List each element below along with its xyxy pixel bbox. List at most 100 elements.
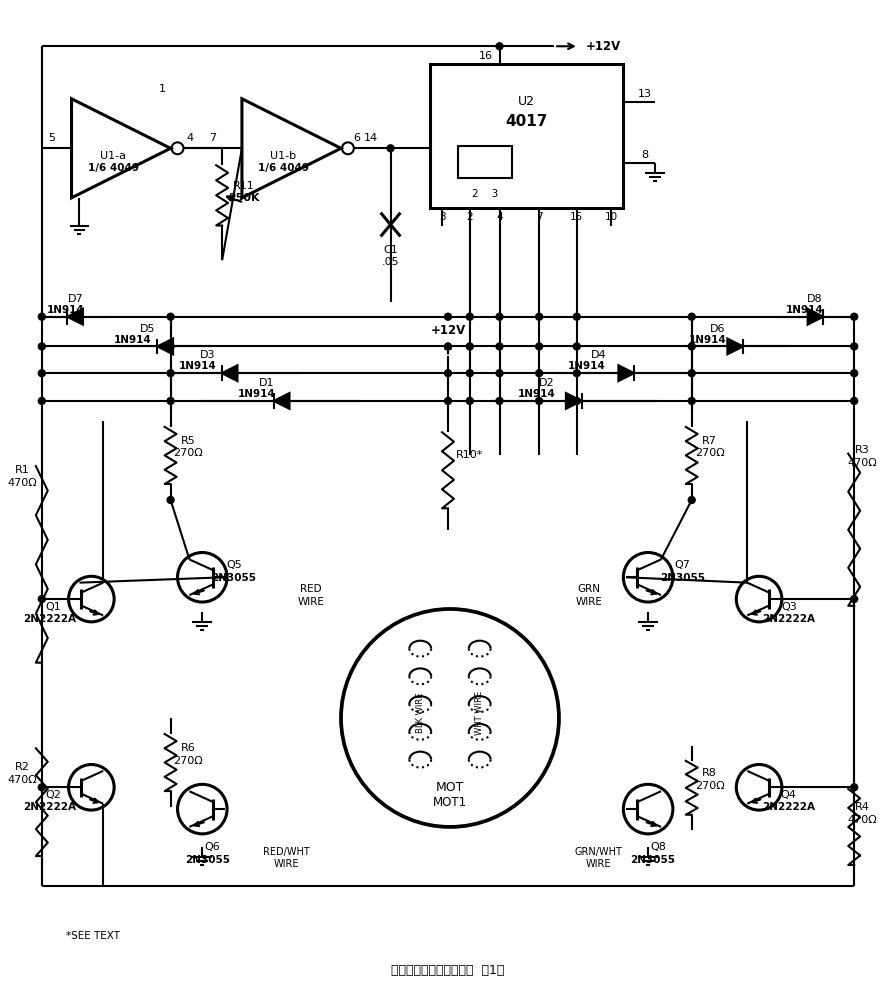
Text: 2N2222A: 2N2222A [762,614,815,624]
Text: 10: 10 [605,212,618,222]
Text: 470Ω: 470Ω [7,775,37,785]
Circle shape [168,370,174,377]
Text: R4: R4 [855,802,869,812]
Polygon shape [566,393,582,409]
Circle shape [168,313,174,320]
Text: 2    3: 2 3 [471,189,498,199]
Text: 470Ω: 470Ω [7,478,37,488]
Text: BLK WIRE: BLK WIRE [416,693,425,733]
Text: WIRE: WIRE [297,597,324,607]
Text: 5: 5 [48,133,56,143]
Circle shape [573,370,581,377]
Text: Q6: Q6 [204,842,220,852]
Text: D1: D1 [259,378,274,388]
Text: 270Ω: 270Ω [174,448,203,458]
Circle shape [688,343,695,350]
Text: WIRE: WIRE [274,859,299,869]
Bar [458,146,513,178]
Circle shape [850,784,857,791]
Text: D4: D4 [590,350,607,360]
Circle shape [444,313,452,320]
Text: Q4: Q4 [780,790,797,800]
Text: D6: D6 [710,324,725,334]
Text: U1-b: U1-b [271,151,297,161]
Text: R5: R5 [181,436,196,446]
Text: RED: RED [300,584,322,594]
Text: D7: D7 [68,294,83,304]
Circle shape [444,370,452,377]
Text: D5: D5 [140,324,156,334]
Text: 4017: 4017 [505,114,547,129]
Text: 6: 6 [353,133,360,143]
Text: RED/WHT: RED/WHT [263,847,310,857]
Text: 250K: 250K [228,193,260,203]
Circle shape [168,343,174,350]
Polygon shape [157,339,173,354]
Text: 14: 14 [364,133,378,143]
Circle shape [573,313,581,320]
Text: 1N914: 1N914 [689,335,727,345]
Text: 1/6 4049: 1/6 4049 [88,163,139,173]
Circle shape [496,343,503,350]
Text: 2N3055: 2N3055 [660,573,705,583]
Text: MOT: MOT [435,781,464,794]
Circle shape [168,497,174,503]
Text: 7: 7 [536,212,542,222]
Circle shape [466,313,473,320]
Text: R7: R7 [702,436,717,446]
Text: Q8: Q8 [650,842,666,852]
Text: 1/6 4049: 1/6 4049 [258,163,309,173]
Text: D2: D2 [539,378,555,388]
Text: 2N2222A: 2N2222A [23,614,76,624]
Polygon shape [67,309,83,325]
Text: R11: R11 [233,181,254,191]
Circle shape [688,397,695,404]
Text: Q7: Q7 [675,560,691,570]
Text: R10*: R10* [456,450,484,460]
Text: R1: R1 [14,465,30,475]
Text: 4: 4 [187,133,194,143]
Circle shape [573,397,581,404]
Circle shape [387,145,394,152]
Text: +12V: +12V [430,324,466,337]
Text: WIRE: WIRE [586,859,611,869]
Circle shape [496,370,503,377]
Text: R8: R8 [702,768,717,778]
Text: 4: 4 [496,212,503,222]
Circle shape [39,343,46,350]
Text: U1-a: U1-a [100,151,126,161]
Circle shape [39,397,46,404]
Text: 1N914: 1N914 [47,305,84,315]
Polygon shape [618,365,634,381]
Polygon shape [728,339,743,354]
Text: 8: 8 [642,150,649,160]
Text: *SEE TEXT: *SEE TEXT [65,931,119,941]
Text: R2: R2 [14,762,30,772]
Circle shape [39,370,46,377]
Text: R3: R3 [855,445,869,455]
Text: 双极步进发动机驱动电路  第1张: 双极步进发动机驱动电路 第1张 [392,964,504,977]
Bar [430,64,624,208]
Text: 2N2222A: 2N2222A [762,802,815,812]
Circle shape [536,313,543,320]
Circle shape [850,596,857,603]
Text: MOT1: MOT1 [433,796,467,809]
Text: R6: R6 [181,743,196,753]
Circle shape [444,343,452,350]
Circle shape [168,397,174,404]
Text: 1N914: 1N914 [178,361,216,371]
Text: C1: C1 [383,245,398,255]
Text: 270Ω: 270Ω [694,448,725,458]
Text: 2N3055: 2N3055 [211,573,256,583]
Circle shape [573,343,581,350]
Circle shape [444,397,452,404]
Text: 1: 1 [159,84,166,94]
Circle shape [536,343,543,350]
Text: Q5: Q5 [226,560,242,570]
Text: 1N914: 1N914 [238,389,276,399]
Text: WIRE: WIRE [575,597,602,607]
Text: 7: 7 [209,133,216,143]
Text: 270Ω: 270Ω [174,756,203,766]
Circle shape [688,313,695,320]
Text: U2: U2 [518,95,535,108]
